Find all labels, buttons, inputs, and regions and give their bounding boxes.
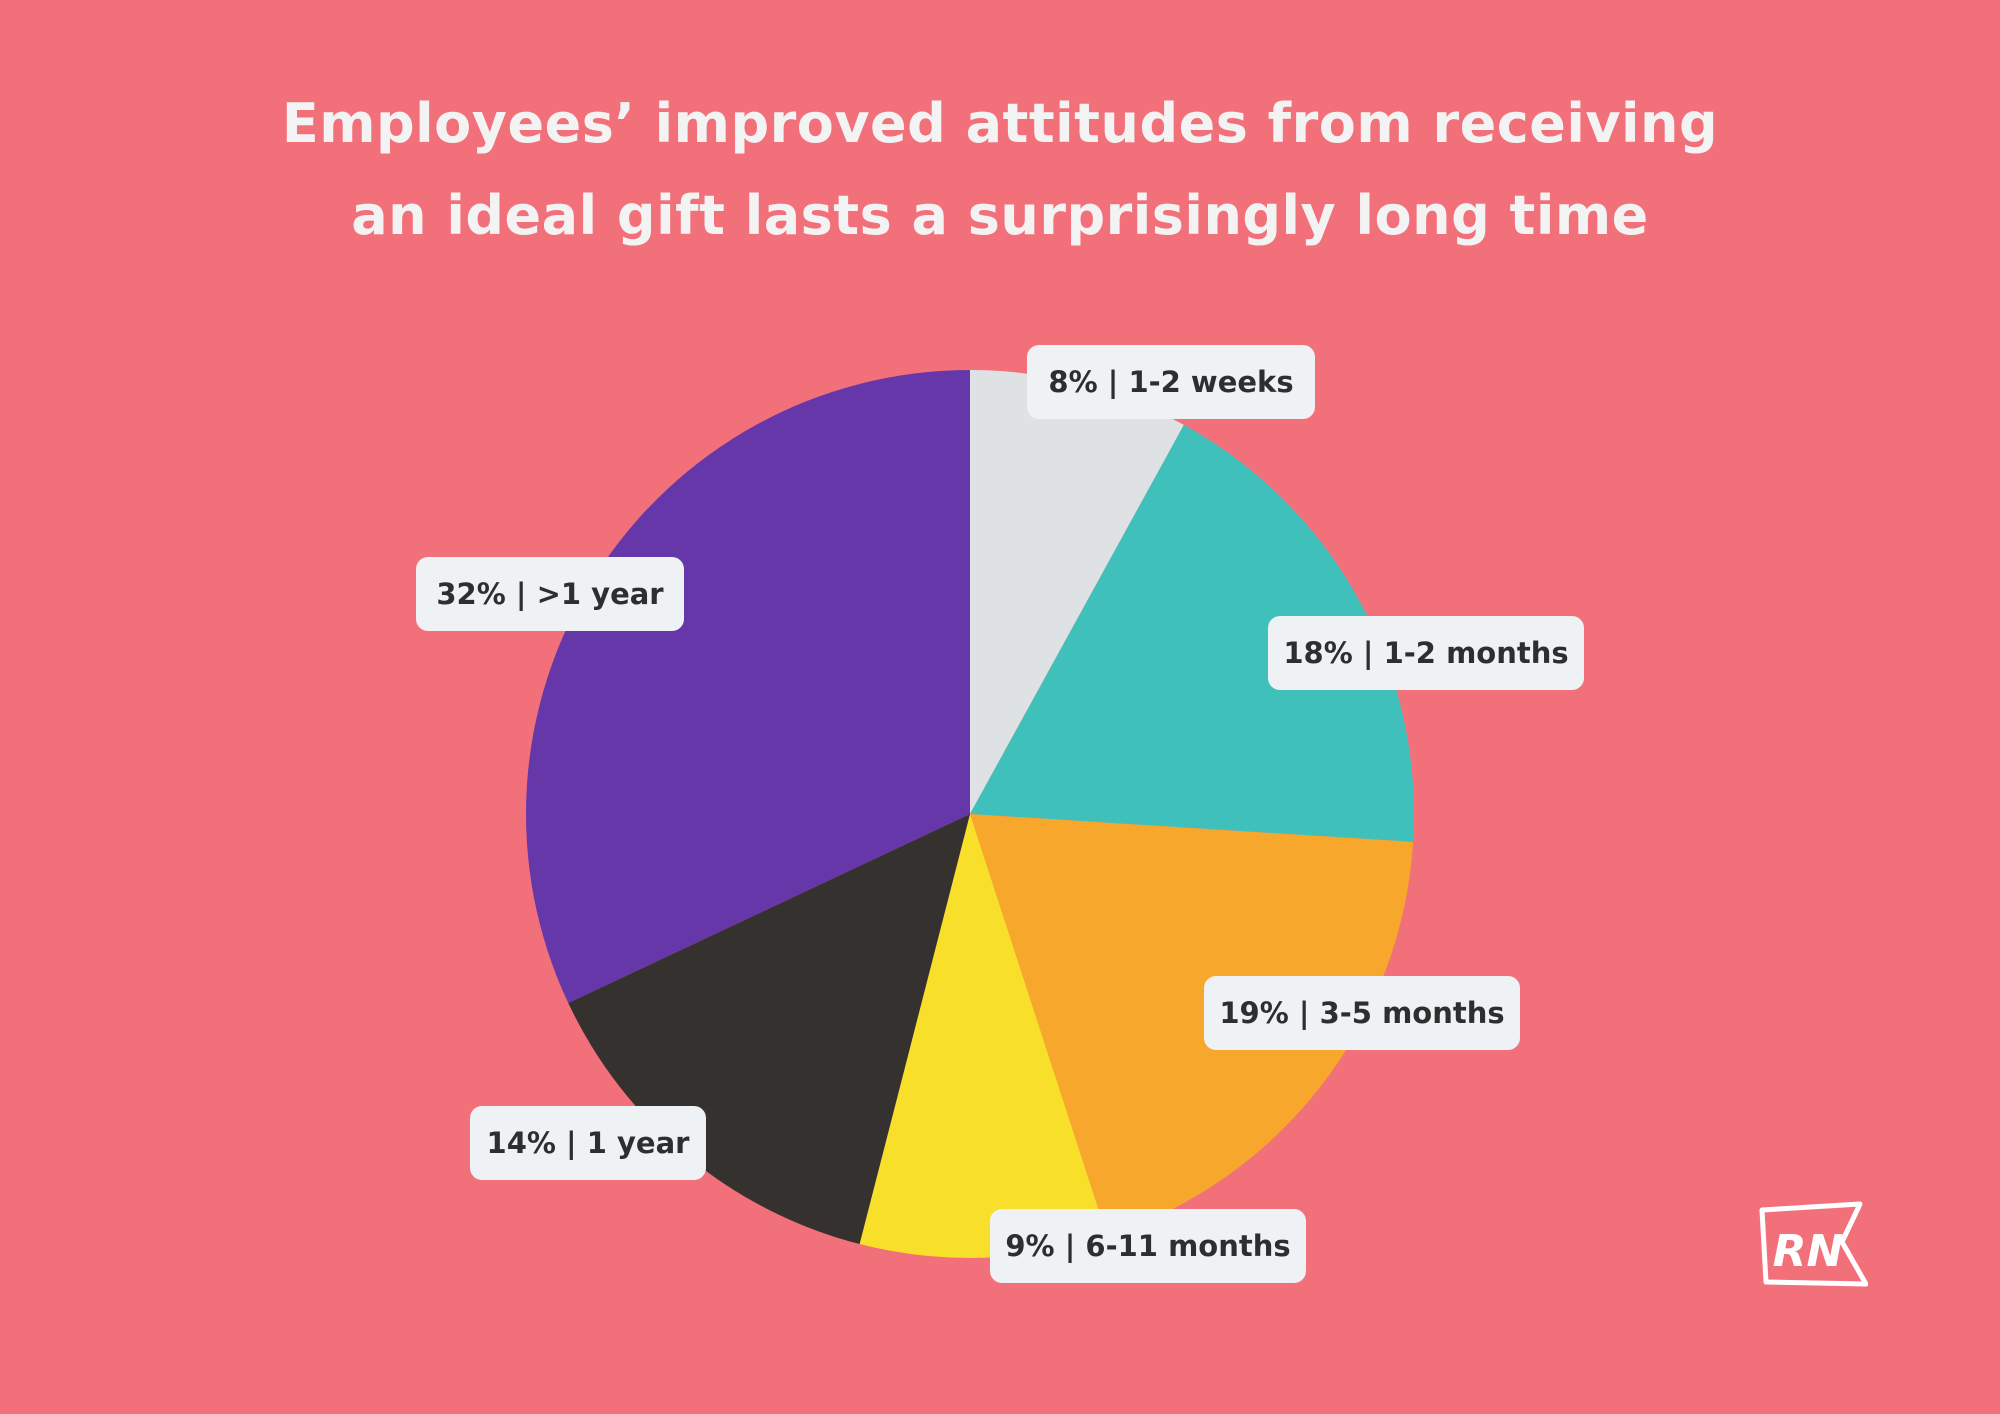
data-label-text: 18% | 1-2 months <box>1283 636 1568 670</box>
data-label-box <box>416 557 684 631</box>
data-label-3: 9% | 6-11 months <box>990 1209 1306 1283</box>
data-label-4: 14% | 1 year <box>470 1106 706 1180</box>
pie-slice-1-2-weeks <box>970 370 1184 814</box>
data-label-box <box>990 1209 1306 1283</box>
pie-labels: 8% | 1-2 weeks 18% | 1-2 months 19% | 3-5 … <box>416 345 1584 1283</box>
data-label-0: 8% | 1-2 weeks <box>1027 345 1315 419</box>
data-label-category: 3-5 months <box>1320 996 1505 1030</box>
pie-slice-1-2-months <box>970 424 1414 842</box>
chart-title: Employees’ improved attitudes from recei… <box>0 78 2000 262</box>
data-label-value: 9% <box>1005 1229 1054 1263</box>
data-label-separator: | <box>1353 636 1384 670</box>
rn-logo: RN <box>1759 1201 1868 1287</box>
data-label-category: 1 year <box>587 1126 690 1160</box>
pie-slice-1-year <box>526 369 970 1004</box>
data-label-value: 8% <box>1048 365 1097 399</box>
title-line-2: an ideal gift lasts a surprisingly long … <box>351 184 1649 247</box>
data-label-box <box>1268 616 1584 690</box>
title-line-1: Employees’ improved attitudes from recei… <box>281 92 1719 155</box>
pie-slice-3-5-months <box>970 814 1414 1237</box>
data-label-5: 32% | >1 year <box>416 557 684 631</box>
data-label-separator: | <box>1098 365 1129 399</box>
data-label-text: 32% | >1 year <box>436 577 664 611</box>
data-label-value: 18% <box>1283 636 1352 670</box>
data-label-separator: | <box>1055 1229 1086 1263</box>
pie-slices <box>526 369 1414 1258</box>
data-label-value: 14% <box>487 1126 556 1160</box>
data-label-text: 19% | 3-5 months <box>1219 996 1504 1030</box>
logo-text: RN <box>1773 1226 1844 1277</box>
data-label-category: 6-11 months <box>1085 1229 1290 1263</box>
data-label-separator: | <box>556 1126 587 1160</box>
data-label-value: 32% <box>436 577 505 611</box>
data-label-text: 14% | 1 year <box>487 1126 691 1160</box>
data-label-category: 1-2 weeks <box>1128 365 1293 399</box>
data-label-box <box>470 1106 706 1180</box>
data-label-text: 8% | 1-2 weeks <box>1048 365 1293 399</box>
data-label-box <box>1027 345 1315 419</box>
data-label-separator: | <box>1289 996 1320 1030</box>
data-label-1: 18% | 1-2 months <box>1268 616 1584 690</box>
data-label-value: 19% <box>1219 996 1288 1030</box>
data-label-2: 19% | 3-5 months <box>1204 976 1520 1050</box>
data-label-box <box>1204 976 1520 1050</box>
data-label-separator: | <box>506 577 537 611</box>
data-label-category: >1 year <box>537 577 665 611</box>
pie-slice-6-11-months <box>859 814 1108 1258</box>
data-label-category: 1-2 months <box>1384 636 1569 670</box>
data-label-text: 9% | 6-11 months <box>1005 1229 1290 1263</box>
